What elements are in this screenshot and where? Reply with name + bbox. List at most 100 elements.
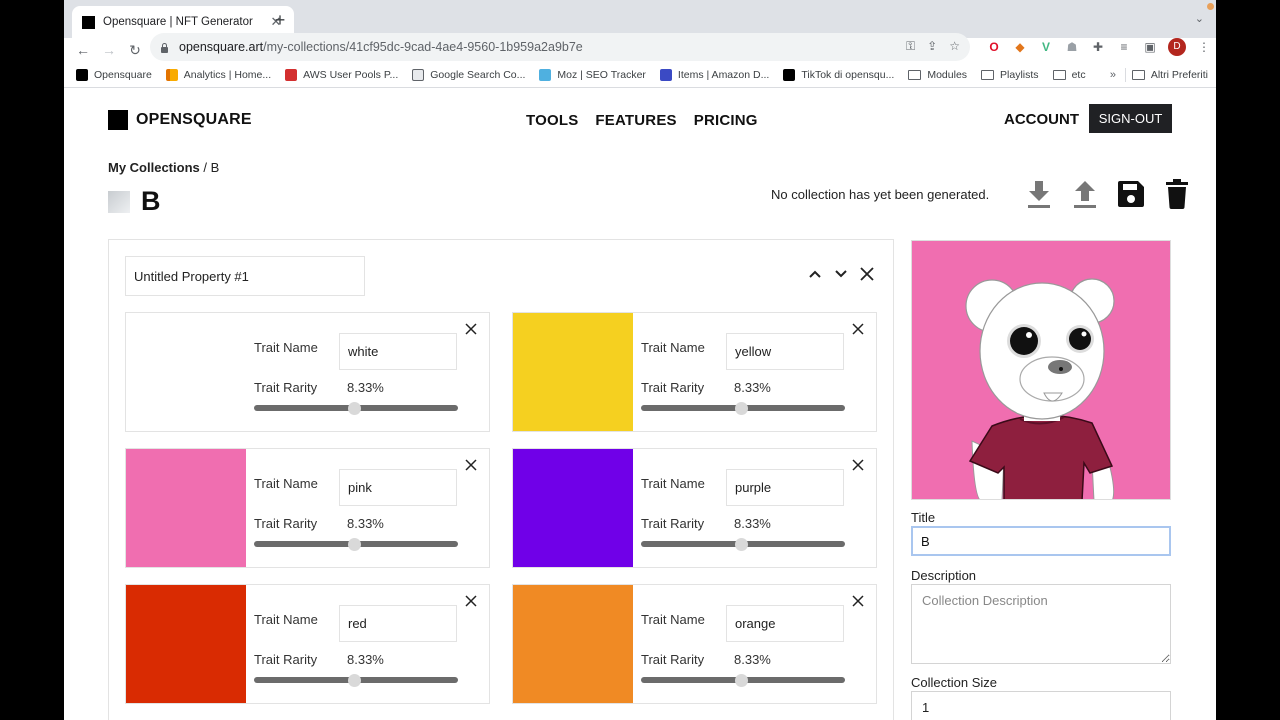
back-arrow-icon[interactable]: ←: [76, 42, 90, 58]
remove-trait-close-icon[interactable]: [465, 594, 479, 608]
tab-close-icon[interactable]: ✕: [270, 14, 282, 29]
vue-extension-icon[interactable]: V: [1041, 40, 1050, 54]
bookmark-opensquare[interactable]: Opensquare: [76, 68, 152, 81]
trait-name-input[interactable]: [726, 333, 844, 370]
trait-swatch[interactable]: [126, 449, 246, 567]
download-icon[interactable]: [1025, 178, 1053, 210]
nft-preview-image: [911, 240, 1171, 500]
side-panel-icon[interactable]: ▣: [1144, 40, 1156, 54]
bookmarks-divider: [1125, 68, 1126, 82]
move-down-chevron-icon[interactable]: [833, 266, 849, 282]
robot-extension-icon[interactable]: ☗: [1066, 40, 1078, 54]
profile-avatar[interactable]: D: [1168, 38, 1186, 56]
logo-square-icon: [108, 110, 128, 130]
bookmark-folder-modules[interactable]: Modules: [908, 69, 967, 81]
opensquare-favicon-icon: [82, 15, 95, 29]
other-bookmarks-folder[interactable]: Altri Preferiti: [1131, 69, 1208, 81]
key-icon[interactable]: ⚿: [906, 39, 916, 53]
trait-name-input[interactable]: [726, 605, 844, 642]
sign-out-button[interactable]: SIGN-OUT: [1089, 104, 1172, 133]
trait-name-label: Trait Name: [254, 476, 318, 491]
slider-thumb[interactable]: [735, 674, 748, 687]
tab-search-chevron-icon[interactable]: ⌄: [1194, 13, 1204, 25]
breadcrumb-my-collections[interactable]: My Collections: [108, 160, 200, 175]
browser-menu-icon[interactable]: ⋮: [1198, 40, 1210, 54]
trait-name-input[interactable]: [339, 605, 457, 642]
property-name-input[interactable]: [125, 256, 365, 296]
trait-rarity-value: 8.33%: [347, 516, 384, 531]
folder-icon: [1131, 69, 1145, 80]
nav-features[interactable]: FEATURES: [595, 112, 677, 129]
bookmark-moz[interactable]: Moz | SEO Tracker: [539, 68, 646, 81]
bookmark-amazon[interactable]: Items | Amazon D...: [659, 68, 769, 81]
site-logo[interactable]: OPENSQUARE: [108, 110, 252, 130]
bookmark-aws[interactable]: AWS User Pools P...: [285, 68, 398, 81]
slider-thumb[interactable]: [735, 538, 748, 551]
trait-swatch[interactable]: [126, 585, 246, 703]
new-tab-button[interactable]: +: [274, 10, 286, 30]
trait-swatch[interactable]: [513, 313, 633, 431]
remove-trait-close-icon[interactable]: [465, 322, 479, 336]
browser-tab[interactable]: Opensquare | NFT Generator ✕: [72, 6, 294, 38]
generation-status: No collection has yet been generated.: [771, 186, 990, 202]
collection-size-input[interactable]: [911, 691, 1171, 720]
trait-rarity-slider[interactable]: [641, 538, 845, 551]
account-link[interactable]: ACCOUNT: [1004, 111, 1079, 128]
bookmark-folder-etc[interactable]: etc: [1052, 69, 1086, 81]
trait-rarity-label: Trait Rarity: [641, 380, 705, 395]
trait-rarity-label: Trait Rarity: [254, 516, 318, 531]
folder-icon: [908, 69, 922, 80]
trait-rarity-slider[interactable]: [254, 402, 458, 415]
remove-trait-close-icon[interactable]: [852, 458, 866, 472]
trait-rarity-slider[interactable]: [641, 674, 845, 687]
bookmark-tiktok[interactable]: TikTok di opensqu...: [783, 68, 894, 81]
trait-swatch[interactable]: [513, 585, 633, 703]
description-label: Description: [911, 568, 977, 583]
delete-property-close-icon[interactable]: [859, 266, 875, 282]
trait-name-input[interactable]: [726, 469, 844, 506]
title-input[interactable]: [911, 526, 1171, 556]
share-icon[interactable]: ⇪: [927, 39, 938, 53]
reading-list-icon[interactable]: ≡: [1120, 40, 1128, 54]
bookmark-folder-playlists[interactable]: Playlists: [981, 69, 1039, 81]
bookmarks-overflow-button[interactable]: »: [1109, 68, 1116, 81]
trait-rarity-slider[interactable]: [254, 674, 458, 687]
bookmark-search-console[interactable]: Google Search Co...: [412, 68, 525, 81]
extensions-puzzle-icon[interactable]: ✚: [1092, 40, 1104, 54]
trash-icon[interactable]: [1163, 178, 1191, 210]
save-icon[interactable]: [1117, 178, 1145, 210]
trait-rarity-slider[interactable]: [254, 538, 458, 551]
description-textarea[interactable]: [911, 584, 1171, 664]
title-label: Title: [911, 510, 936, 525]
forward-arrow-icon[interactable]: →: [102, 42, 116, 58]
upload-icon[interactable]: [1071, 178, 1099, 210]
trait-name-input[interactable]: [339, 469, 457, 506]
opensquare-favicon-icon: [76, 68, 88, 81]
trait-rarity-value: 8.33%: [734, 652, 771, 667]
nav-pricing[interactable]: PRICING: [693, 112, 758, 129]
trait-rarity-value: 8.33%: [734, 380, 771, 395]
address-bar[interactable]: opensquare.art/my-collections/41cf95dc-9…: [150, 33, 970, 61]
opera-extension-icon[interactable]: O: [989, 40, 999, 54]
remove-trait-close-icon[interactable]: [852, 322, 866, 336]
trait-name-input[interactable]: [339, 333, 457, 370]
trait-rarity-slider[interactable]: [641, 402, 845, 415]
slider-thumb[interactable]: [735, 402, 748, 415]
breadcrumb: My Collections / B: [108, 160, 219, 175]
trait-name-label: Trait Name: [254, 340, 318, 355]
reload-icon[interactable]: ↻: [129, 42, 141, 58]
trait-swatch[interactable]: [513, 449, 633, 567]
slider-thumb[interactable]: [348, 402, 361, 415]
trait-card: Trait Name Trait Rarity 8.33%: [125, 312, 490, 432]
trait-swatch[interactable]: [126, 313, 246, 431]
slider-thumb[interactable]: [348, 538, 361, 551]
move-up-chevron-icon[interactable]: [807, 266, 823, 282]
metamask-extension-icon[interactable]: ◆: [1015, 40, 1025, 54]
nav-tools[interactable]: TOOLS: [526, 112, 579, 129]
remove-trait-close-icon[interactable]: [465, 458, 479, 472]
trait-name-label: Trait Name: [641, 340, 705, 355]
slider-thumb[interactable]: [348, 674, 361, 687]
remove-trait-close-icon[interactable]: [852, 594, 866, 608]
bookmark-star-icon[interactable]: ☆: [949, 39, 960, 53]
bookmark-analytics[interactable]: Analytics | Home...: [165, 68, 271, 81]
